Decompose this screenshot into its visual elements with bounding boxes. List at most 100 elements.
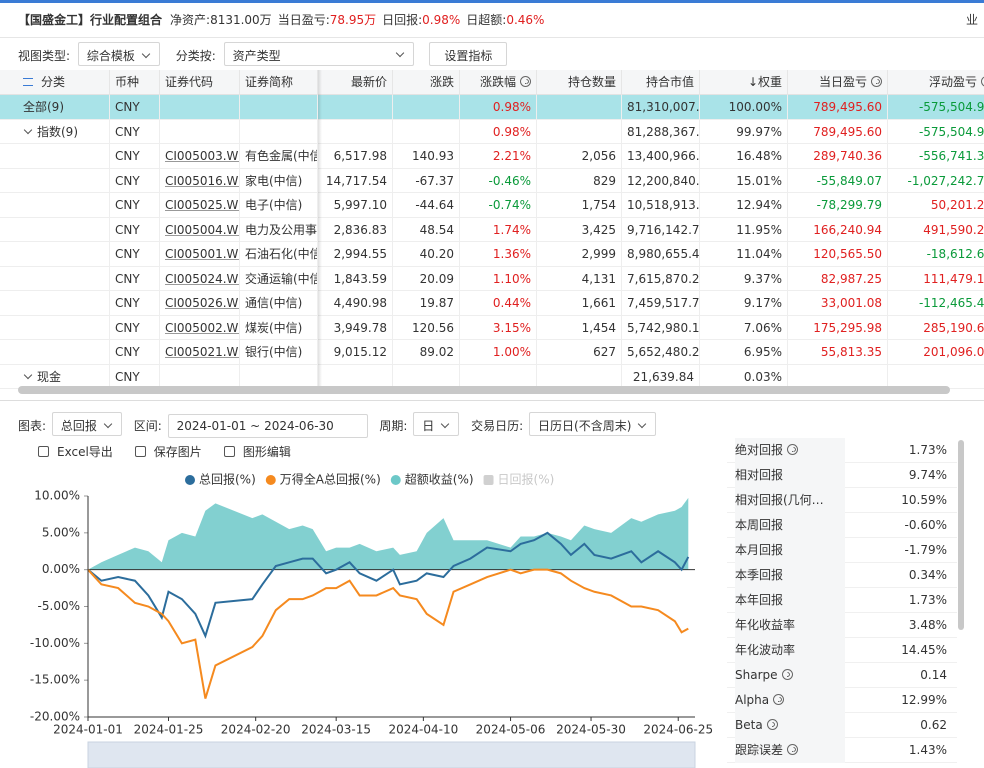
table-cell [18,242,110,266]
help-icon [773,694,785,705]
v-scrollbar[interactable] [958,440,964,630]
table-cell [160,119,240,144]
cell-text: 2,999 [581,247,616,261]
column-title[interactable]: 最新价 [350,75,387,89]
table-cell: 银行(中信) [240,340,318,364]
cell-text: 140.93 [412,149,454,163]
security-code[interactable]: CI005021.WI [165,345,240,359]
security-code[interactable]: CI005025.WI [165,198,240,212]
column-header: 最新价 [318,70,393,95]
table-cell: 140.93 [393,144,460,168]
cell-text: 289,740.36 [813,149,882,163]
table-cell: -18,612.69 [888,242,984,266]
zoom-slider [87,741,696,768]
table-cell: 14,717.54 [318,168,393,193]
column-title[interactable]: 证券简称 [245,75,294,89]
settings-button[interactable]: 设置指标 [429,42,508,66]
range-picker[interactable]: 2024-01-01 ~ 2024-06-30 [167,414,368,438]
column-title[interactable]: 涨跌 [429,75,454,89]
help-icon [781,669,793,680]
column-title[interactable]: 分类 [41,75,66,89]
group-select[interactable]: 资产类型 [223,42,414,66]
column-title[interactable]: 证券代码 [165,75,214,89]
period-value: 日 [422,419,435,433]
table-cell: 3,949.78 [318,315,393,340]
stat-value: -1.79% [904,543,947,557]
table-cell: 9,716,142.75 [622,217,700,242]
cell-text: 81,288,367.57 [627,124,700,139]
security-code[interactable]: CI005016.WI [165,173,240,188]
column-title[interactable]: 涨跌幅 [479,75,516,89]
column-title[interactable]: 当日盈亏 [818,75,867,89]
area [88,497,689,570]
table-cell: 50,201.23 [888,193,984,217]
security-code[interactable]: CI005002.WI [165,320,240,335]
security-code[interactable]: CI005003.WI [165,149,240,163]
table-cell [888,365,984,389]
legend-label[interactable]: 万得全A总回报(%) [280,472,381,487]
column-title[interactable]: 持仓数量 [567,75,616,89]
y-tick-label: -5.00% [38,599,80,613]
table-cell: 11.04% [700,242,788,266]
stat-label: 年化收益率 [735,613,845,638]
security-code[interactable]: CI005001.WI [165,247,240,261]
cell-text: 13,400,966.88 [627,149,700,163]
table-row: CNY CI005016.WI 家电(中信) 14,717.54 -67.37 -0.46… [0,168,984,193]
stat-row: 本周回报 -0.60% [727,513,957,538]
table-cell: 491,590.25 [888,218,984,242]
table-cell: 1.00% [460,340,537,364]
cell-text: -67.37 [415,173,454,188]
x-tick-label: 2024-01-25 [134,723,204,737]
security-code[interactable]: CI005004.WI [165,222,240,237]
table-cell: 石油石化(中信) [240,242,318,266]
column-title[interactable]: 持合市值 [645,75,694,89]
table-cell: 9.17% [700,291,788,315]
legend-label[interactable]: 日回报(%) [498,472,555,487]
chart-action[interactable]: 保存图片 [134,445,202,459]
table-cell: 81,310,007.41 [622,95,700,119]
column-title[interactable]: 浮动盈亏 [928,75,977,89]
chart-action[interactable]: 图形编辑 [223,445,291,459]
table-cell: CI005025.WI [160,193,240,217]
chart-actions: Excel导出 保存图片 图形编辑 [38,443,313,460]
header-item-value: 0.46% [506,13,545,27]
table-cell: 2,836.83 [318,217,393,242]
table-cell: 0.03% [700,364,788,389]
column-title[interactable]: 币种 [115,75,140,89]
table-row: CNY CI005024.WI 交通运输(中信) 1,843.59 20.09 1.10%… [0,266,984,291]
cell-text: 82,987.25 [820,271,882,286]
stat-label-text: 年化波动率 [735,643,796,657]
cell-text: CNY [115,124,140,139]
calendar-select[interactable]: 日历日(不含周末) [529,412,657,436]
view-select[interactable]: 综合模板 [77,42,160,66]
cell-text: 491,590.25 [923,222,984,237]
header-more[interactable]: 业 [965,13,978,27]
toolbar: 视图类型: 综合模板 分类按: 资产类型 设置指标 [18,42,508,66]
table-cell: 7,615,870.29 [622,266,700,291]
cell-text: 0.44% [492,296,531,310]
cell-text: 40.20 [419,247,454,261]
chart-select[interactable]: 总回报 [51,412,122,436]
stat-label: 本周回报 [735,513,845,538]
period-select[interactable]: 日 [413,412,460,436]
stat-label-text: 本年回报 [735,593,784,607]
table-row: CNY CI005021.WI 银行(中信) 9,015.12 89.02 1.00% 62… [0,340,984,365]
table-cell: 19.87 [393,291,460,315]
h-scrollbar[interactable] [18,386,950,394]
security-code[interactable]: CI005024.WI [165,271,240,286]
header-item-label: 日回报: [382,13,423,27]
table-cell: 4,490.98 [318,291,393,315]
security-code[interactable]: CI005026.WI [165,296,240,310]
table-row: CNY CI005004.WI 电力及公用事业(中信) 2,836.83 48.54 1.… [0,217,984,242]
chart-action[interactable]: Excel导出 [38,445,113,459]
table-cell: 5,652,480.24 [622,340,700,364]
header-item-value: 8131.00万 [210,13,272,27]
expand-icon [23,370,33,379]
table-cell: -0.74% [460,193,537,217]
column-title[interactable]: ↓权重 [747,75,782,89]
cell-text: 煤炭(中信) [245,320,303,335]
legend-label[interactable]: 总回报(%) [199,472,256,487]
table-cell: CNY [110,217,160,242]
legend-label[interactable]: 超额收益(%) [405,472,474,487]
